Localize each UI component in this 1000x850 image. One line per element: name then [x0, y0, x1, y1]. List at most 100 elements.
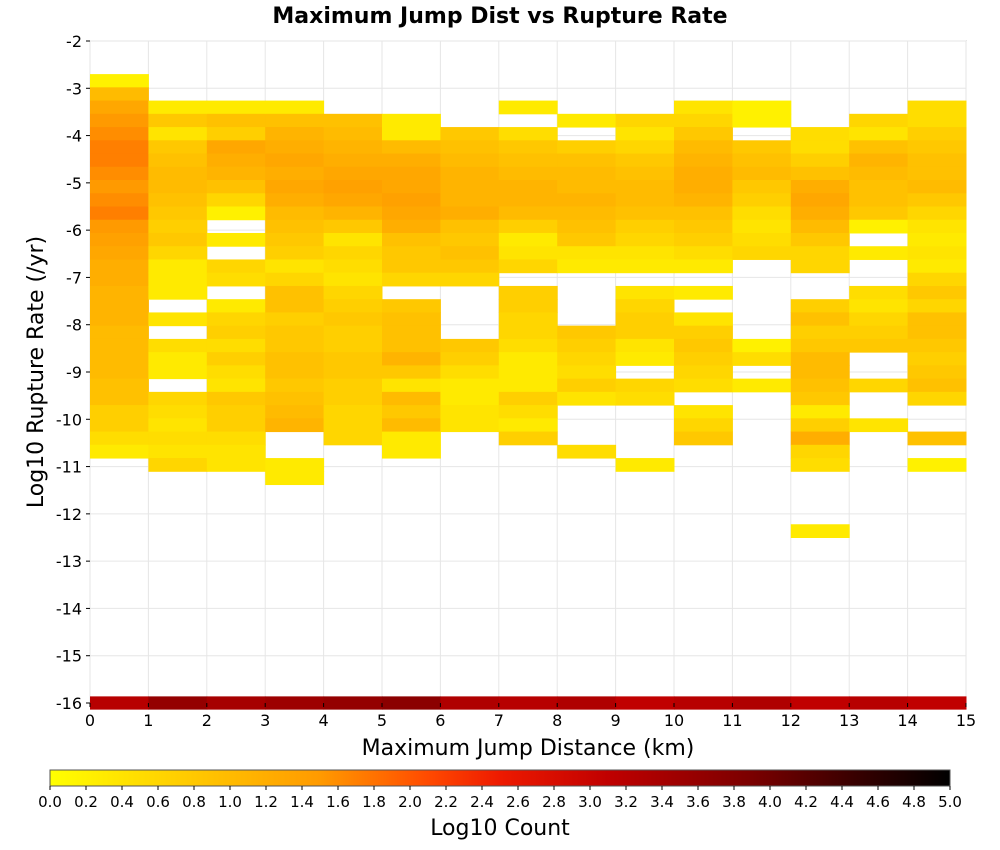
heatmap-cell [790, 444, 850, 459]
heatmap-cell [148, 100, 208, 115]
heatmap-cell [674, 206, 733, 221]
heatmap-cell [907, 285, 967, 300]
heatmap-cell [674, 259, 733, 274]
heatmap-cell [148, 193, 208, 207]
heatmap-cell [148, 140, 208, 155]
y-tick-label: -2 [66, 32, 82, 51]
heatmap-cell [90, 87, 149, 102]
y-tick-label: -6 [66, 221, 82, 240]
heatmap-cell [382, 193, 441, 207]
heatmap-cell [790, 140, 850, 155]
chart-title: Maximum Jump Dist vs Rupture Rate [272, 4, 727, 29]
heatmap-cell [674, 140, 733, 155]
heatmap-cell [265, 312, 325, 327]
heatmap-cell [90, 431, 149, 446]
x-tick-label: 6 [435, 711, 445, 730]
heatmap-cell [674, 285, 733, 300]
heatmap-cell [849, 285, 909, 300]
x-tick-label: 2 [202, 711, 212, 730]
heatmap-cell [206, 259, 266, 274]
heatmap-cell [206, 431, 266, 446]
heatmap-cell [674, 232, 733, 247]
heatmap-cell [265, 405, 325, 419]
heatmap-cell [382, 312, 441, 327]
colorbar-tick-label: 4.2 [794, 793, 818, 811]
x-tick-label: 8 [552, 711, 562, 730]
heatmap-cell [907, 338, 967, 353]
heatmap-cell [907, 312, 967, 327]
heatmap-cell [382, 696, 441, 710]
heatmap-cell [557, 219, 617, 234]
heatmap-cell [557, 113, 617, 128]
heatmap-cell [90, 259, 149, 274]
heatmap-cell [440, 232, 500, 247]
heatmap-cell [790, 391, 850, 406]
heatmap-cell [382, 272, 441, 287]
heatmap-cell [732, 352, 792, 366]
heatmap-cell [849, 418, 909, 433]
heatmap-cell [907, 259, 967, 274]
heatmap-cell [849, 338, 909, 353]
heatmap-cell [907, 100, 967, 115]
y-tick-label: -7 [66, 268, 82, 287]
x-tick-label: 15 [956, 711, 976, 730]
heatmap-cell [323, 365, 383, 380]
heatmap-cell [615, 206, 675, 221]
heatmap-cell [90, 272, 149, 287]
heatmap-cell [148, 405, 208, 419]
heatmap-cell [440, 352, 500, 366]
heatmap-cell [206, 405, 266, 419]
y-tick-label: -8 [66, 316, 82, 335]
heatmap-cell [265, 458, 325, 472]
heatmap-cell [206, 153, 266, 168]
heatmap-cell [674, 127, 733, 141]
heatmap-cell [265, 100, 325, 115]
heatmap-cell [498, 259, 558, 274]
x-tick-label: 10 [664, 711, 684, 730]
heatmap-cell [732, 193, 792, 207]
heatmap-cell [498, 206, 558, 221]
heatmap-cell [790, 418, 850, 433]
heatmap-cell [498, 312, 558, 327]
heatmap-cells [90, 74, 967, 710]
heatmap-cell [90, 444, 149, 459]
heatmap-cell [265, 232, 325, 247]
colorbar-tick-label: 1.6 [326, 793, 350, 811]
heatmap-cell [907, 166, 967, 181]
heatmap-cell [849, 246, 909, 260]
heatmap-cell [382, 259, 441, 274]
heatmap-cell [148, 113, 208, 128]
heatmap-cell [323, 391, 383, 406]
heatmap-cell [790, 524, 850, 538]
heatmap-cell [148, 272, 208, 287]
colorbar-tick-label: 3.6 [686, 793, 710, 811]
heatmap-cell [907, 391, 967, 406]
heatmap-cell [90, 153, 149, 168]
heatmap-cell [206, 325, 266, 340]
heatmap-cell [265, 285, 325, 300]
heatmap-cell [90, 378, 149, 393]
heatmap-cell [498, 153, 558, 168]
y-tick-label: -5 [66, 174, 82, 193]
heatmap-cell [849, 153, 909, 168]
heatmap-cell [674, 352, 733, 366]
heatmap-cell [382, 378, 441, 393]
heatmap-cell [790, 299, 850, 313]
heatmap-cell [849, 299, 909, 313]
heatmap-cell [674, 378, 733, 393]
heatmap-cell [323, 431, 383, 446]
heatmap-cell [674, 246, 733, 260]
heatmap-cell [382, 246, 441, 260]
y-tick-label: -3 [66, 79, 82, 98]
heatmap-cell [732, 219, 792, 234]
heatmap-cell [323, 153, 383, 168]
heatmap-cell [206, 312, 266, 327]
heatmap-cell [206, 458, 266, 472]
heatmap-cell [382, 431, 441, 446]
heatmap-cell [265, 299, 325, 313]
colorbar-tick-label: 0.8 [182, 793, 206, 811]
heatmap-cell [790, 405, 850, 419]
heatmap-cell [849, 206, 909, 221]
heatmap-cell [849, 325, 909, 340]
heatmap-cell [732, 378, 792, 393]
